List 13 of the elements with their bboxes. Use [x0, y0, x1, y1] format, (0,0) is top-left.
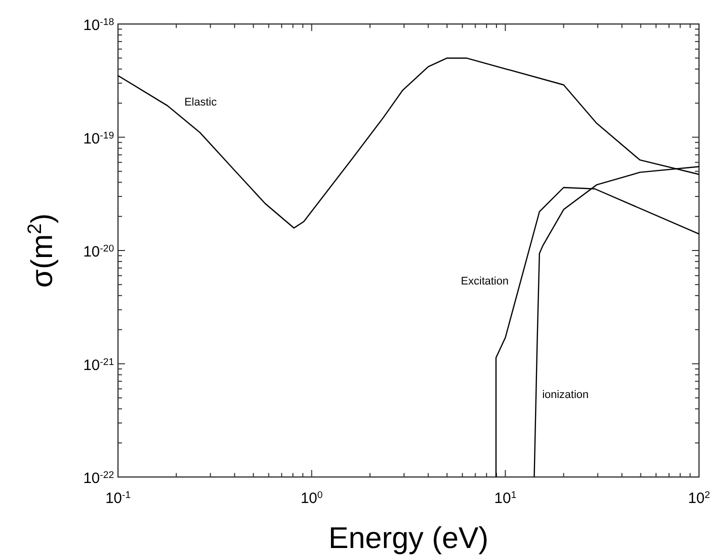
y-tick-label: 10$^{-21}$ [83, 356, 114, 374]
y-tick-label: 10$^{-22}$ [83, 470, 114, 487]
x-tick-label: 10$^{1}$ [494, 490, 516, 507]
y-tick-label: 10$^{-19}$ [83, 130, 114, 148]
series-label: ionization [542, 388, 589, 401]
x-axis-title: Energy (eV) [328, 522, 489, 555]
y-tick-label: 10$^{-20}$ [83, 243, 115, 260]
series-label: Elastic [184, 96, 218, 109]
series-label: Excitation [460, 276, 509, 288]
x-tick-label: 10$^{0}$ [300, 490, 324, 507]
y-tick-label: 10$^{-18}$ [83, 16, 114, 34]
x-tick-label: 10$^{2}$ [688, 490, 710, 507]
x-tick-label: 10$^{-1}$ [105, 490, 131, 507]
